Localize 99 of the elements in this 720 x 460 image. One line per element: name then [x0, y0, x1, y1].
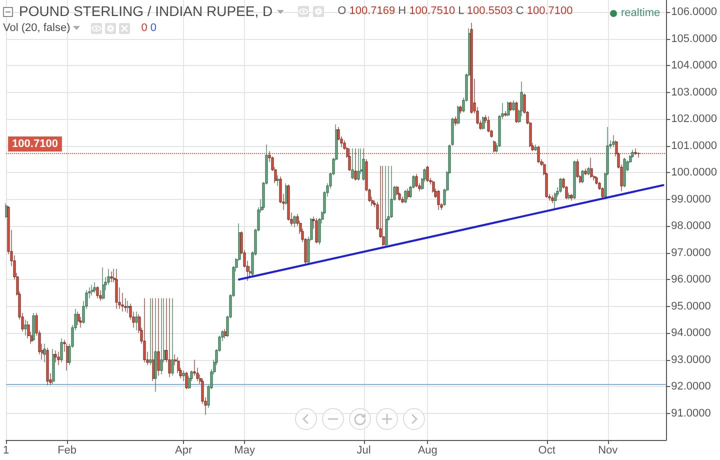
candlestick	[482, 116, 485, 130]
x-tick-label: Oct	[538, 444, 556, 456]
y-tick-label: 95.0000	[671, 300, 711, 312]
y-tick-label: 102.0000	[671, 113, 718, 126]
y-tick-label: 93.0000	[671, 354, 711, 366]
candlestick	[157, 298, 160, 376]
candlestick	[573, 160, 576, 200]
candlestick	[504, 110, 507, 117]
y-tick-label: 91.0000	[671, 407, 711, 420]
candlestick	[24, 319, 27, 336]
candlestick	[426, 166, 429, 182]
candlestick	[160, 298, 163, 375]
candlestick	[590, 158, 593, 178]
candlestick	[52, 348, 55, 384]
candlestick	[115, 268, 118, 310]
y-tick-label: 100.0000	[671, 166, 718, 179]
candlestick	[32, 312, 35, 342]
candlestick	[154, 298, 157, 392]
candlestick	[168, 298, 171, 378]
candlestick	[509, 101, 512, 112]
candlestick	[99, 290, 102, 302]
candlestick	[437, 190, 440, 210]
ref-line-label: 100.7100	[12, 138, 58, 150]
candlestick	[390, 166, 393, 218]
candlestick	[182, 370, 185, 382]
y-tick-label: 104.0000	[671, 60, 718, 72]
candlestick	[459, 105, 462, 114]
x-tick-label: 1	[2, 444, 10, 456]
candlestick	[171, 298, 174, 376]
y-tick-label: 106.0000	[671, 6, 718, 18]
candlestick	[581, 170, 584, 184]
candlestick	[382, 166, 385, 246]
candlestick	[77, 311, 80, 326]
candlestick	[60, 338, 63, 363]
candlestick	[293, 215, 296, 228]
candlestick	[54, 350, 57, 363]
candlestick	[454, 116, 457, 126]
y-tick-label: 105.0000	[671, 32, 718, 45]
candlestick	[143, 298, 146, 363]
candlestick	[66, 343, 69, 371]
y-tick-label: 99.0000	[671, 193, 711, 206]
candlestick	[102, 267, 105, 300]
candlestick	[584, 168, 587, 176]
y-tick-label: 97.0000	[671, 246, 711, 259]
x-tick-label: May	[234, 444, 256, 456]
candlestick	[357, 148, 360, 181]
candlestick	[276, 174, 279, 186]
x-tick-label: Aug	[418, 444, 438, 456]
candlestick	[407, 188, 410, 200]
candlestick	[559, 178, 562, 193]
candlestick	[623, 158, 626, 188]
chart-title: POUND STERLING / INDIAN RUPEE, D	[19, 3, 273, 20]
candlestick	[470, 22, 473, 114]
y-tick-label: 94.0000	[671, 327, 711, 340]
candlestick	[91, 284, 94, 296]
candlestick	[570, 194, 573, 201]
candlestick	[507, 101, 510, 117]
chart-subtitle: O 100.7169 H 100.7510 L 100.5503 C 100.7100	[338, 5, 573, 17]
candlestick	[351, 148, 354, 180]
candlestick	[568, 192, 571, 200]
candlestick	[457, 105, 460, 125]
y-tick-label: 96.0000	[671, 274, 711, 286]
candlestick	[612, 134, 615, 148]
candlestick	[551, 194, 554, 204]
y-tick-label: 101.0000	[671, 140, 718, 152]
candlestick	[362, 148, 365, 181]
candlestick	[404, 190, 407, 204]
candlestick	[46, 347, 49, 386]
candlestick	[135, 311, 138, 331]
y-tick-label: 92.0000	[671, 380, 711, 393]
candlestick	[315, 218, 318, 244]
candlestick	[5, 202, 8, 218]
annotation: 0	[141, 21, 148, 35]
candlestick	[149, 298, 152, 366]
candlestick	[43, 343, 46, 363]
candlestick	[96, 286, 99, 299]
x-tick-label: Feb	[58, 444, 77, 456]
candlestick	[93, 282, 96, 294]
candlestick	[185, 371, 188, 390]
annotation: 0	[150, 21, 157, 35]
candlestick	[57, 351, 60, 366]
candlestick	[515, 101, 518, 124]
x-tick-label: Jul	[356, 444, 371, 456]
candlestick	[152, 298, 155, 382]
annotation: realtime	[621, 6, 660, 20]
x-tick-label: Nov	[598, 444, 618, 456]
candlestick	[512, 100, 515, 112]
candlestick	[587, 166, 590, 176]
candlestick	[385, 166, 388, 246]
candlestick	[224, 328, 227, 339]
candlestick	[534, 144, 537, 152]
candlestick	[415, 174, 418, 188]
y-tick-label: 98.0000	[671, 220, 711, 232]
x-tick-label: Apr	[174, 444, 192, 456]
annotation: Vol (20, false)	[3, 21, 70, 35]
y-tick-label: 103.0000	[671, 86, 718, 98]
candlestick	[110, 271, 113, 282]
candlestick	[127, 300, 130, 314]
candlestick	[401, 196, 404, 204]
